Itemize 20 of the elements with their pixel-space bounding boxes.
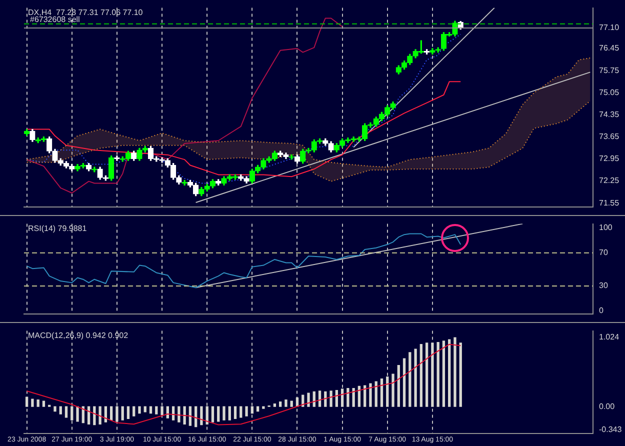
chart-title: MACD(12,26,9) 0.942 0.902: [28, 330, 129, 340]
y-tick-label: 75.75: [599, 66, 620, 75]
y-tick-label: 70: [599, 248, 608, 258]
y-tick-label: 73.65: [599, 132, 620, 142]
ref-line-label: #6732608 sell: [30, 14, 80, 24]
y-tick-label: 0: [599, 306, 604, 316]
y-tick-label: 74.35: [599, 110, 620, 119]
y-tick-label: 75.05: [599, 88, 620, 97]
y-tick-label: 71.55: [599, 198, 620, 208]
y-tick-label: 1.024: [599, 332, 620, 342]
chart-title: DX,H4 77.28 77.31 77.06 77.10: [28, 8, 144, 17]
y-tick-label: 0.00: [599, 402, 616, 411]
y-tick-label: 77.10: [599, 23, 620, 32]
y-tick-label: 72.95: [599, 154, 620, 164]
y-tick-label: 100: [599, 223, 613, 232]
y-tick-label: 72.25: [599, 176, 620, 186]
y-tick-label: 30: [599, 281, 608, 290]
y-tick-label: 76.45: [599, 44, 620, 53]
chart-title: RSI(14) 79.9881: [28, 224, 88, 233]
y-tick-label: -0.343: [599, 424, 622, 434]
